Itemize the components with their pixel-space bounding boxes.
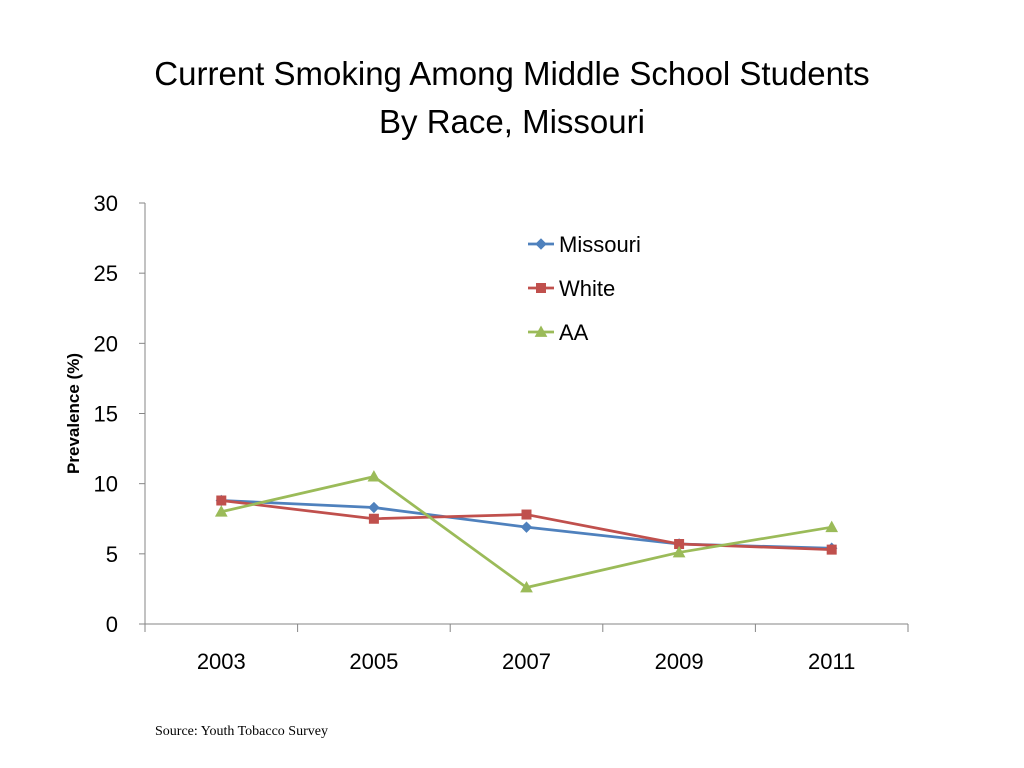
legend-marker-aa [534, 325, 548, 337]
data-point-missouri [520, 521, 533, 533]
y-tick-label: 0 [106, 612, 118, 637]
legend-label-white: White [559, 276, 615, 301]
data-point-aa [520, 580, 533, 593]
legend-marker-missouri [535, 238, 547, 250]
y-tick-label: 10 [94, 472, 118, 497]
legend-marker-white [536, 283, 546, 293]
data-point-aa [825, 520, 839, 533]
data-point-missouri [368, 501, 380, 514]
data-point-white [826, 544, 837, 555]
y-tick-label: 5 [106, 542, 118, 567]
x-tick-label: 2009 [655, 649, 704, 674]
x-tick-label: 2011 [808, 649, 855, 674]
source-note: Source: Youth Tobacco Survey [155, 724, 328, 739]
x-tick-label: 2003 [197, 649, 246, 674]
data-point-white [216, 495, 227, 506]
y-tick-label: 20 [94, 331, 118, 356]
y-tick-label: 15 [94, 402, 118, 427]
x-tick-label: 2005 [349, 649, 398, 674]
data-point-aa [672, 545, 686, 558]
y-tick-label: 30 [94, 191, 118, 216]
y-axis-title: Prevalence (%) [64, 353, 83, 474]
title-line-2: By Race, Missouri [379, 103, 645, 140]
title-line-1: Current Smoking Among Middle School Stud… [154, 55, 870, 92]
legend-label-missouri: Missouri [559, 232, 641, 257]
data-point-white [521, 509, 532, 520]
slide-title: Current Smoking Among Middle School Stud… [0, 50, 1024, 146]
legend-label-aa: AA [559, 320, 589, 345]
data-point-white [368, 513, 379, 524]
data-point-aa [214, 505, 228, 517]
y-tick-label: 25 [94, 261, 118, 286]
x-tick-label: 2007 [502, 649, 551, 674]
data-point-aa [367, 470, 381, 482]
